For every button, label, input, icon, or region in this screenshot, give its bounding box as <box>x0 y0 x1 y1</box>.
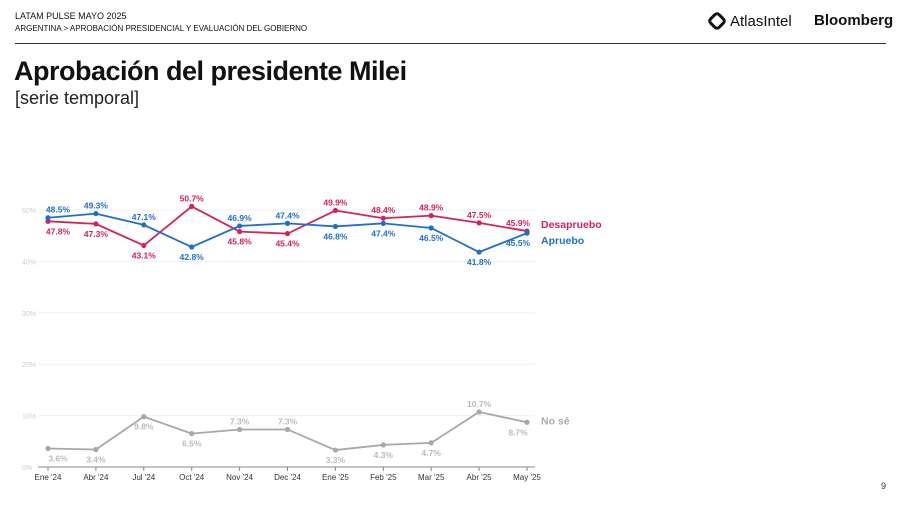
data-label: 10.7% <box>467 399 492 409</box>
data-point <box>189 244 195 250</box>
page-number: 9 <box>880 481 886 491</box>
data-label: 41.8% <box>467 257 492 267</box>
bloomberg-logo: Bloomberg <box>814 12 894 29</box>
data-label: 48.5% <box>46 205 71 215</box>
x-tick-label: Ene '24 <box>35 473 62 482</box>
data-label: 3.3% <box>326 455 346 465</box>
x-tick-label: Nov '24 <box>226 473 253 482</box>
data-point <box>45 445 51 452</box>
data-label: 45.5% <box>506 238 531 248</box>
data-point <box>284 426 291 433</box>
data-point <box>93 446 99 453</box>
x-tick-label: Jul '24 <box>132 473 155 482</box>
header-divider <box>15 43 886 44</box>
data-label: 6.5% <box>182 439 202 449</box>
data-point <box>141 414 147 420</box>
data-label: 45.4% <box>275 239 300 249</box>
data-point <box>428 213 434 219</box>
atlas-diamond-icon <box>708 12 726 30</box>
data-label: 46.8% <box>323 231 348 241</box>
x-tick-label: Feb '25 <box>370 473 397 482</box>
data-label: 4.3% <box>374 450 394 460</box>
data-point <box>284 231 291 237</box>
data-point <box>189 430 195 437</box>
breadcrumb: ARGENTINA > APROBACIÓN PRESIDENCIAL Y EV… <box>15 24 308 33</box>
data-label: 45.9% <box>506 218 531 228</box>
page-title: Aprobación del presidente Milei <box>14 56 407 86</box>
data-label: 42.8% <box>180 252 205 262</box>
x-tick-label: Mar '25 <box>418 473 445 482</box>
data-label: 3.6% <box>48 453 68 463</box>
x-tick-label: Ene '25 <box>322 473 349 482</box>
y-tick-label: 10% <box>22 414 36 421</box>
data-point <box>428 440 434 446</box>
report-title: LATAM PULSE MAYO 2025 <box>15 11 127 21</box>
data-point <box>332 447 338 453</box>
data-point <box>332 223 338 230</box>
data-label: 7.3% <box>230 416 250 426</box>
data-label: 8.7% <box>508 427 528 437</box>
data-label: 47.3% <box>84 229 109 239</box>
y-tick-label: 40% <box>22 259 36 266</box>
data-label: 46.9% <box>228 213 253 223</box>
data-point <box>380 442 386 448</box>
atlasintel-logo-text: AtlasIntel <box>730 12 792 30</box>
data-label: 45.8% <box>228 237 253 247</box>
y-tick-label: 50% <box>22 208 36 215</box>
data-point <box>141 242 147 249</box>
data-label: 49.3% <box>84 201 109 211</box>
x-tick-label: May '25 <box>513 473 541 482</box>
data-point <box>45 218 51 224</box>
x-tick-label: Dec '24 <box>274 473 301 482</box>
data-point <box>428 225 434 231</box>
legend-label: Desapruebo <box>541 219 602 231</box>
data-label: 9.8% <box>134 422 154 432</box>
data-point <box>476 220 482 226</box>
data-point <box>332 207 338 214</box>
data-label: 7.3% <box>278 416 298 426</box>
data-point <box>524 419 530 425</box>
data-label: 43.1% <box>132 250 157 260</box>
data-label: 4.7% <box>422 448 442 458</box>
data-label: 50.7% <box>180 193 205 203</box>
data-point <box>237 426 243 433</box>
legend-label: No sé <box>541 415 570 427</box>
x-tick-label: Oct '24 <box>179 473 205 482</box>
legend-label: Apruebo <box>541 235 584 247</box>
data-point <box>45 215 51 221</box>
x-tick-label: Abr '24 <box>83 473 109 482</box>
data-label: 47.5% <box>467 210 492 220</box>
data-point <box>380 220 386 226</box>
x-tick-label: Abr '25 <box>467 473 493 482</box>
data-label: 46.5% <box>419 233 444 243</box>
data-label: 49.9% <box>323 198 348 208</box>
data-label: 47.8% <box>46 226 71 236</box>
y-tick-label: 0% <box>22 465 32 472</box>
data-point <box>141 222 147 228</box>
data-point <box>93 210 99 217</box>
data-point <box>237 228 243 235</box>
data-point <box>237 223 243 229</box>
data-label: 48.9% <box>419 203 444 213</box>
data-label: 3.4% <box>86 455 106 465</box>
data-point <box>524 230 530 236</box>
page-subtitle: [serie temporal] <box>15 88 140 108</box>
y-tick-label: 30% <box>22 311 36 318</box>
data-point <box>476 409 482 415</box>
atlasintel-logo: AtlasIntel <box>708 12 792 30</box>
data-point <box>93 221 99 227</box>
data-point <box>284 220 291 226</box>
data-label: 47.1% <box>132 212 157 222</box>
data-point <box>476 249 482 255</box>
data-label: 47.4% <box>275 210 300 220</box>
data-label: 48.4% <box>371 205 396 215</box>
y-tick-label: 20% <box>22 362 36 369</box>
data-point <box>380 215 386 221</box>
data-point <box>189 203 195 210</box>
data-label: 47.4% <box>371 228 396 238</box>
